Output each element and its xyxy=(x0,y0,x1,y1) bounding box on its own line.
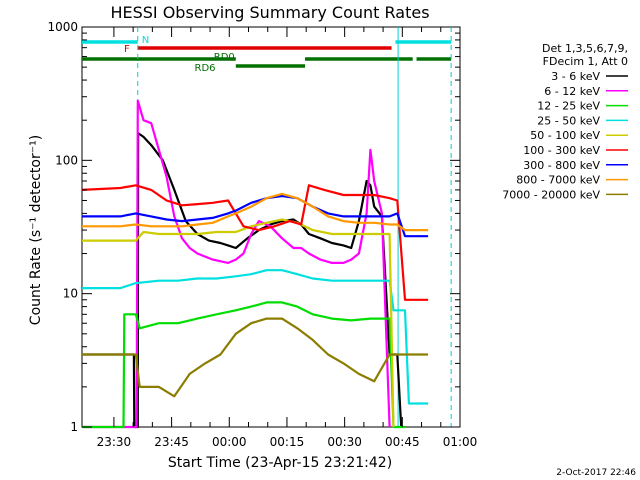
legend: Det 1,3,5,6,7,9,FDecim 1, Att 0 3 - 6 keV… xyxy=(502,42,628,201)
x-tick-label: 23:45 xyxy=(154,435,189,449)
y-tick-label: 1 xyxy=(70,420,78,434)
legend-entry-label: 50 - 100 keV xyxy=(530,129,600,142)
legend-entry-label: 7000 - 20000 keV xyxy=(502,188,600,201)
series-line-4 xyxy=(82,218,395,428)
y-tick-label: 10 xyxy=(63,287,78,301)
series-line-7 xyxy=(82,192,429,232)
series-line-5 xyxy=(81,184,429,301)
x-tick-label: 00:00 xyxy=(212,435,247,449)
legend-entry-label: 25 - 50 keV xyxy=(537,114,600,127)
x-tick-label: 00:45 xyxy=(385,435,420,449)
y-axis: 1 10 100 1000 xyxy=(47,20,460,434)
y-tick-label: 100 xyxy=(55,153,78,167)
legend-entry-label: 3 - 6 keV xyxy=(551,70,600,83)
x-axis-label: Start Time (23-Apr-15 23:21:42) xyxy=(168,455,392,471)
x-tick-label: 01:00 xyxy=(443,435,478,449)
series-line-8 xyxy=(82,317,429,398)
series-line-3 xyxy=(82,269,429,405)
x-tick-label: 00:30 xyxy=(327,435,362,449)
footer-timestamp: 2-Oct-2017 22:46 xyxy=(556,468,636,478)
flag-label-rd6: RD6 xyxy=(195,63,216,74)
legend-header: FDecim 1, Att 0 xyxy=(543,55,628,68)
series-line-2 xyxy=(82,301,405,429)
legend-entry-label: 12 - 25 keV xyxy=(537,100,600,113)
legend-entry-label: 100 - 300 keV xyxy=(523,144,600,157)
chart-title: HESSI Observing Summary Count Rates xyxy=(110,3,429,22)
legend-header: Det 1,3,5,6,7,9, xyxy=(542,42,628,55)
flag-label-f: F xyxy=(124,44,130,55)
y-axis-label: Count Rate (s⁻¹ detector⁻¹) xyxy=(28,135,44,325)
x-tick-label: 23:30 xyxy=(97,435,132,449)
flag-label-n: N xyxy=(142,35,149,46)
x-axis: 23:30 23:45 00:00 00:15 00:30 00:45 01:00 xyxy=(97,27,478,449)
legend-entry-label: 800 - 7000 keV xyxy=(516,174,600,187)
x-tick-label: 00:15 xyxy=(270,435,305,449)
y-tick-label: 1000 xyxy=(47,20,78,34)
series-lines xyxy=(81,99,429,429)
series-line-1 xyxy=(82,99,391,429)
legend-entry-label: 6 - 12 keV xyxy=(544,85,600,98)
flag-label-rd0: RD0 xyxy=(214,52,235,63)
legend-entry-label: 300 - 800 keV xyxy=(523,159,600,172)
